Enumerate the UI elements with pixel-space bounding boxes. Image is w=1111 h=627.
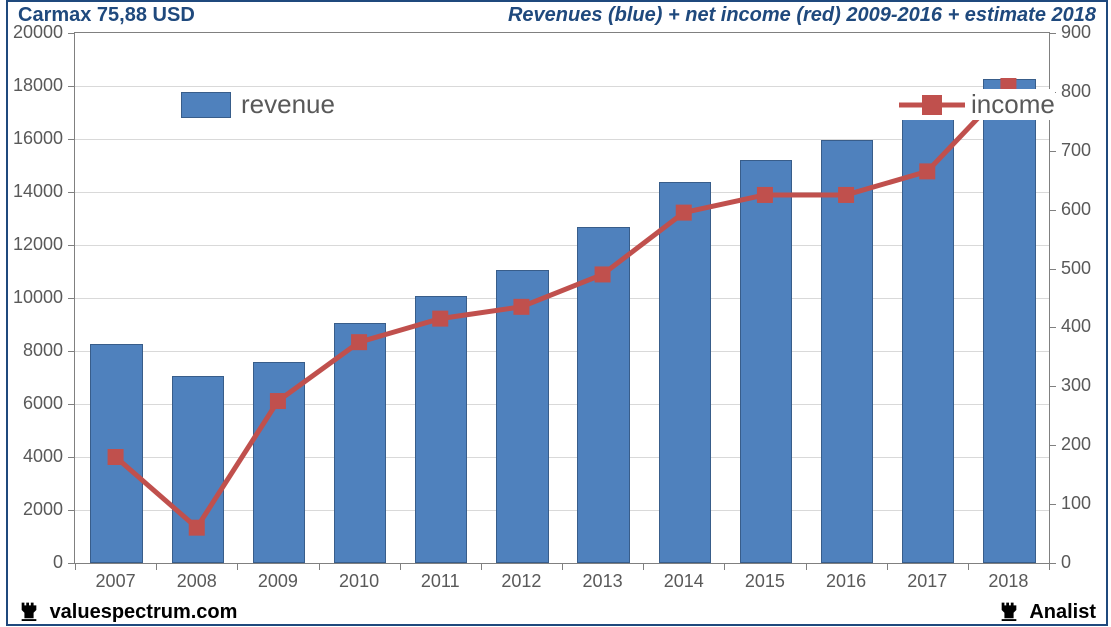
y-right-tick-label: 100: [1061, 493, 1091, 514]
income-marker: [838, 187, 854, 203]
y-left-tick-label: 8000: [3, 340, 63, 361]
x-tick-label: 2007: [75, 571, 156, 592]
y-left-tick-label: 12000: [3, 234, 63, 255]
y-right-tick-label: 500: [1061, 258, 1091, 279]
y-left-tick-label: 16000: [3, 128, 63, 149]
chart-header: Carmax 75,88 USD Revenues (blue) + net i…: [18, 4, 1096, 27]
chart-footer: valuespectrum.com Analist: [18, 599, 1096, 624]
legend-income: income: [899, 89, 1055, 120]
x-tick-label: 2015: [724, 571, 805, 592]
x-tick-label: 2014: [643, 571, 724, 592]
legend-swatch-line: [899, 92, 965, 118]
x-tick-label: 2013: [562, 571, 643, 592]
y-left-tick-label: 18000: [3, 75, 63, 96]
legend-label: revenue: [241, 89, 335, 120]
y-right-tick-label: 800: [1061, 81, 1091, 102]
x-tick-label: 2011: [400, 571, 481, 592]
y-left-tick-label: 6000: [3, 393, 63, 414]
x-tick-label: 2009: [237, 571, 318, 592]
income-marker: [108, 449, 124, 465]
income-marker: [270, 393, 286, 409]
y-left-tick-label: 20000: [3, 22, 63, 43]
footer-right-text: Analist: [1029, 601, 1096, 623]
chart-frame: Carmax 75,88 USD Revenues (blue) + net i…: [6, 0, 1108, 626]
footer-right: Analist: [998, 599, 1096, 624]
y-left-tick-label: 2000: [3, 499, 63, 520]
x-tick-label: 2012: [481, 571, 562, 592]
x-tick-label: 2018: [968, 571, 1049, 592]
y-right-tick-label: 700: [1061, 140, 1091, 161]
income-line-path: [116, 86, 1009, 528]
y-left-tick-label: 4000: [3, 446, 63, 467]
y-left-tick-label: 14000: [3, 181, 63, 202]
legend-label: income: [971, 89, 1055, 120]
x-tick-label: 2010: [319, 571, 400, 592]
income-marker: [919, 163, 935, 179]
income-marker: [757, 187, 773, 203]
legend-swatch-bar: [181, 92, 231, 118]
income-marker: [595, 266, 611, 282]
plot-area: 0200040006000800010000120001400016000180…: [74, 32, 1050, 564]
income-marker: [189, 520, 205, 536]
legend-revenue: revenue: [181, 89, 335, 120]
rook-icon: [18, 599, 40, 621]
income-marker: [432, 311, 448, 327]
y-left-tick-label: 0: [3, 552, 63, 573]
x-tick-label: 2008: [156, 571, 237, 592]
y-right-tick-label: 300: [1061, 375, 1091, 396]
income-marker: [513, 299, 529, 315]
y-right-tick-label: 600: [1061, 199, 1091, 220]
x-tick-label: 2016: [806, 571, 887, 592]
footer-left-text: valuespectrum.com: [50, 601, 238, 623]
header-right: Revenues (blue) + net income (red) 2009-…: [508, 4, 1096, 27]
y-left-tick-label: 10000: [3, 287, 63, 308]
y-right-tick-label: 900: [1061, 22, 1091, 43]
income-marker: [676, 205, 692, 221]
footer-left: valuespectrum.com: [18, 599, 237, 624]
y-right-tick-label: 200: [1061, 434, 1091, 455]
y-right-tick-label: 0: [1061, 552, 1071, 573]
y-right-tick-label: 400: [1061, 316, 1091, 337]
income-marker: [351, 334, 367, 350]
x-tick-label: 2017: [887, 571, 968, 592]
rook-icon: [998, 599, 1020, 621]
